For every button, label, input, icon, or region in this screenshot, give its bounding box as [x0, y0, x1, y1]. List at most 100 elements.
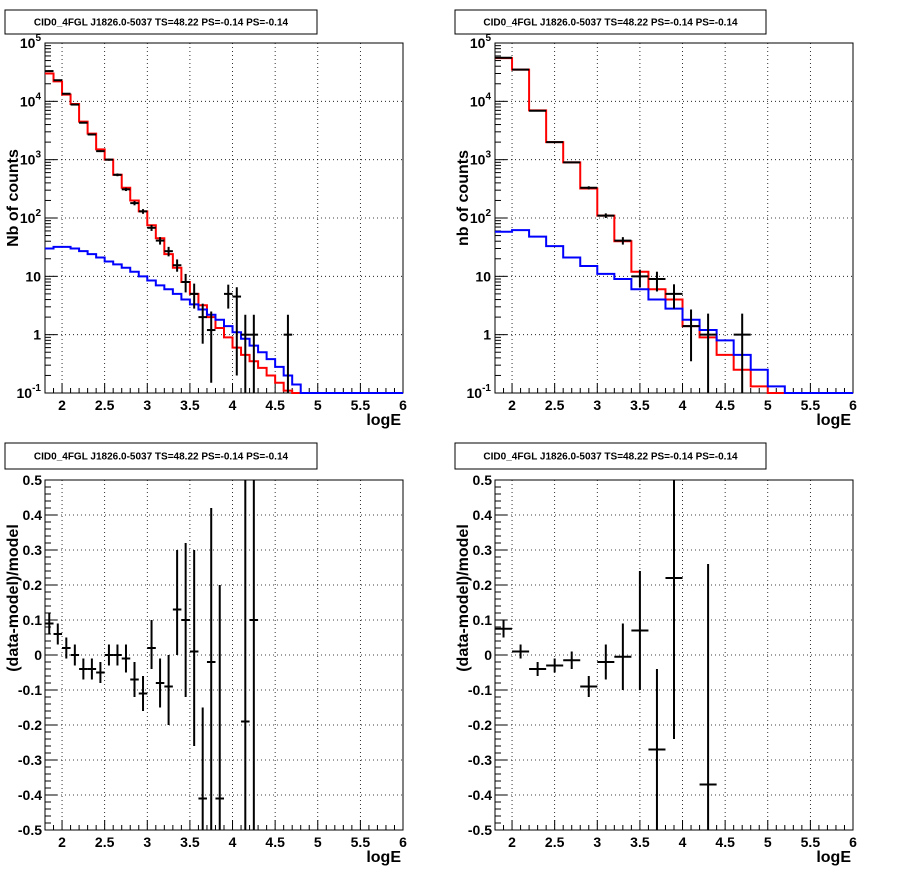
residual-point [181, 543, 190, 697]
residual-point [597, 644, 615, 680]
y-tick-label: -0.4 [468, 787, 492, 803]
y-tick-label: -0.3 [468, 752, 492, 768]
x-tick-label: 4 [229, 397, 237, 413]
y-tick-label: 1 [33, 327, 41, 343]
x-tick-label: 6 [849, 834, 857, 850]
y-tick-label: 0.5 [23, 472, 43, 488]
y-tick-label: 0.2 [23, 577, 43, 593]
title-box [4, 9, 318, 35]
y-tick-label: 0.2 [473, 577, 493, 593]
residual-point [512, 644, 530, 659]
residual-point [648, 669, 666, 830]
residual-point [87, 658, 97, 680]
chart-title: CID0_4FGL J1826.0-5037 TS=48.22 PS=-0.14… [483, 452, 738, 463]
y-axis: -0.5 -0.4 -0.3 -0.2 -0.1 0 0.1 0.2 0.3 0.4 0.5 [18, 472, 57, 838]
x-tick-label: 4.5 [715, 834, 735, 850]
series-hist-model-component [45, 245, 403, 394]
x-tick-label: 2 [508, 397, 516, 413]
residual-point [241, 480, 250, 830]
x-tick-label: 4.5 [265, 397, 285, 413]
data-point [53, 79, 63, 82]
x-tick-label: 3.5 [630, 397, 650, 413]
x-axis: 2 2.5 3 3.5 4 4.5 5 5.5 6 [494, 820, 857, 850]
data-point [113, 173, 122, 177]
y-tick-label: 10-1 [17, 383, 42, 401]
data-point [614, 237, 632, 245]
series-hist-model-total [45, 72, 403, 394]
y-tick-label: 103 [470, 150, 492, 168]
data-point [79, 121, 88, 124]
residual-point [249, 480, 259, 830]
y-tick-base: 10 [20, 152, 36, 168]
y-tick-label: 103 [20, 150, 42, 168]
x-tick-label: 3 [143, 834, 151, 850]
y-tick-label: -0.5 [18, 822, 42, 838]
y-tick-label: 102 [20, 208, 42, 226]
x-tick-label: 5.5 [351, 834, 371, 850]
x-axis: 2 2.5 3 3.5 4 4.5 5 5.5 6 [494, 383, 857, 413]
residual-point [495, 620, 513, 638]
x-tick-label: 3 [593, 834, 601, 850]
x-tick-label: 3 [143, 397, 151, 413]
y-tick-exponent: 2 [35, 208, 41, 219]
data-point [189, 283, 199, 309]
data-point [62, 92, 71, 95]
y-axis-title: (data-model)/model [5, 524, 22, 672]
y-tick-exponent: -1 [32, 383, 41, 394]
x-tick-label: 4 [679, 834, 687, 850]
x-tick-label: 5.5 [801, 397, 821, 413]
residual-point [529, 662, 547, 676]
title-box [4, 442, 318, 470]
y-tick-exponent: -1 [482, 383, 491, 394]
title-box [454, 9, 767, 35]
y-tick-exponent: 3 [485, 150, 491, 161]
y-tick-exponent: 5 [485, 33, 491, 44]
x-tick-label: 3.5 [180, 397, 200, 413]
chart-title: CID0_4FGL J1826.0-5037 TS=48.22 PS=-0.14… [483, 18, 738, 29]
data-point [130, 201, 139, 206]
residual-point [631, 571, 649, 690]
data-point [682, 309, 700, 362]
y-tick-label: 0.4 [23, 507, 43, 523]
data-point [172, 259, 182, 272]
residual-point [215, 585, 224, 830]
y-tick-label: 10 [475, 268, 491, 284]
x-tick-label: 4.5 [715, 397, 735, 413]
residual-point [45, 613, 54, 634]
y-tick-label: -0.2 [468, 717, 492, 733]
residual-point [614, 623, 632, 690]
data-point [147, 224, 156, 231]
y-tick-label: 1 [483, 327, 491, 343]
residual-point [104, 644, 114, 666]
data-point [138, 209, 148, 214]
data-point [563, 161, 581, 164]
y-tick-label: 0 [484, 647, 492, 663]
x-axis-title: logE [816, 412, 851, 429]
data-point [648, 271, 666, 292]
chart-panel-1: CID0_4FGL J1826.0-5037 TS=48.22 PS=-0.14… [4, 9, 407, 429]
data-point [495, 56, 513, 59]
x-tick-label: 2 [58, 834, 66, 850]
y-tick-label: 105 [470, 33, 492, 51]
residual-point [70, 644, 80, 666]
grid-lines [45, 43, 403, 393]
x-tick-label: 5 [314, 834, 322, 850]
y-tick-label: 10-1 [467, 383, 492, 401]
data-point [546, 141, 564, 144]
x-axis-title: logE [366, 849, 401, 866]
data-point [283, 314, 293, 393]
y-tick-label: 0.5 [473, 472, 493, 488]
series-hist-model-total [495, 57, 853, 394]
data-point [96, 150, 105, 153]
residual-point [121, 644, 131, 673]
y-tick-label: 0.3 [473, 542, 493, 558]
x-tick-label: 3.5 [630, 834, 650, 850]
residual-point [130, 662, 139, 697]
y-tick-label: -0.3 [18, 752, 42, 768]
y-tick-base: 10 [20, 210, 36, 226]
y-tick-label: -0.4 [18, 787, 42, 803]
residual-point [198, 707, 207, 830]
data-point [665, 284, 683, 309]
